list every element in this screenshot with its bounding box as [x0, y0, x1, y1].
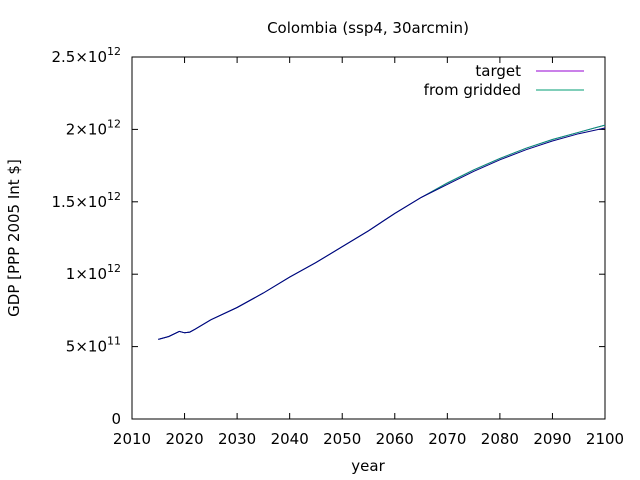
y-tick-label: 1.5×1012: [51, 190, 121, 211]
x-tick-label: 2100: [586, 430, 624, 448]
legend-label: target: [475, 62, 521, 80]
y-tick-label: 1×1012: [66, 262, 121, 283]
y-tick-label: 0: [111, 410, 121, 428]
series-line-from-gridded: [158, 124, 606, 340]
x-tick-label: 2020: [165, 430, 203, 448]
plot-frame: [131, 56, 606, 420]
y-tick-label: 2×1012: [66, 117, 121, 138]
x-tick-label: 2070: [428, 430, 466, 448]
x-tick-label: 2010: [113, 430, 151, 448]
x-axis-label: year: [351, 457, 385, 475]
series-layer: [158, 124, 606, 340]
x-tick-label: 2080: [481, 430, 519, 448]
plot-frame-group: [131, 56, 606, 420]
x-tick-label: 2060: [376, 430, 414, 448]
y-tick-label: 5×1011: [66, 335, 121, 356]
y-tick-label: 2.5×1012: [51, 45, 121, 66]
legend-label: from gridded: [424, 81, 521, 99]
x-tick-label: 2050: [323, 430, 361, 448]
axis-ticks: 2010 2020 2030 2040 2050 2060 2070 2080 2090 2100…: [51, 45, 624, 448]
chart-title: Colombia (ssp4, 30arcmin): [267, 19, 469, 37]
x-tick-label: 2090: [533, 430, 571, 448]
series-line-2: [158, 127, 606, 340]
y-axis-label: GDP [PPP 2005 Int $]: [5, 159, 23, 317]
x-tick-label: 2040: [271, 430, 309, 448]
series-line-target: [158, 124, 606, 340]
x-tick-label: 2030: [218, 430, 256, 448]
